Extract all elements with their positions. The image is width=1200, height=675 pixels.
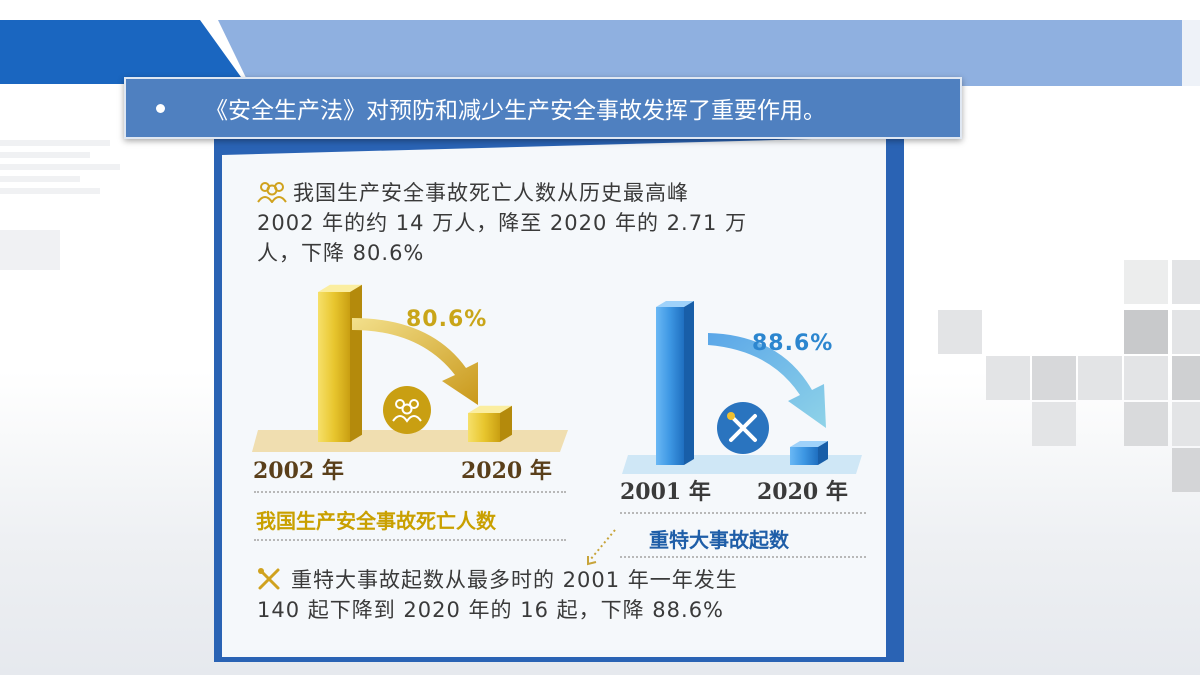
chart-bar-side-1 [350, 284, 362, 442]
people-icon [257, 182, 287, 203]
chart-b-caption: 重特大事故起数 [649, 528, 789, 552]
people-badge-icon [383, 386, 431, 434]
chart-bar-top-1 [318, 284, 362, 292]
intro-paragraph: 我国生产安全事故死亡人数从历史最高峰 2002 年的约 14 万人，降至 202… [257, 178, 877, 268]
chart-a-caption: 我国生产安全事故死亡人数 [256, 509, 496, 533]
chart-bar-side-1 [684, 301, 694, 465]
tools-icon [258, 568, 280, 590]
chart-a-year-end: 2020 年 [461, 458, 552, 484]
divider [620, 556, 866, 558]
divider [620, 512, 866, 514]
header-band-edge [1182, 20, 1200, 86]
chart-bar-1 [318, 292, 350, 442]
chart-a-percent: 80.6% [406, 307, 488, 332]
divider [254, 491, 566, 493]
chart-bar-side-2 [818, 440, 828, 465]
chart-bar-top-2 [790, 440, 828, 447]
divider [254, 539, 566, 541]
chart-bar-side-2 [500, 405, 512, 442]
intro-line: 人，下降 80.6% [257, 241, 425, 265]
chart-bar-1 [656, 307, 684, 465]
chart-bar-top-2 [468, 405, 512, 413]
intro-line: 2002 年的约 14 万人，降至 2020 年的 2.71 万 [257, 211, 748, 235]
chart-b-trend-arrow [708, 333, 826, 428]
outro-paragraph: 重特大事故起数从最多时的 2001 年一年发生 140 起下降到 2020 年的… [257, 565, 877, 625]
intro-line: 我国生产安全事故死亡人数从历史最高峰 [257, 178, 877, 208]
chart-b-percent: 88.6% [752, 331, 834, 356]
chart-bar-2 [468, 412, 500, 442]
chart-a-year-start: 2002 年 [253, 458, 344, 484]
connector-line [589, 529, 616, 561]
banner-text: 《安全生产法》对预防和减少生产安全事故发挥了重要作用。 [205, 98, 826, 124]
bullet-banner: 《安全生产法》对预防和减少生产安全事故发挥了重要作用。 [124, 77, 962, 139]
tools-badge-icon [717, 402, 769, 454]
chart-b-bars [656, 301, 828, 465]
outro-line: 重特大事故起数从最多时的 2001 年一年发生 [257, 565, 877, 595]
outro-line: 140 起下降到 2020 年的 16 起，下降 88.6% [257, 598, 725, 622]
chart-b-year-end: 2020 年 [757, 479, 848, 505]
chart-a-trend-arrow [352, 318, 478, 405]
header-band [218, 20, 1182, 86]
chart-bar-2 [790, 446, 818, 465]
connector-arrowhead [587, 556, 597, 566]
header-accent-bar [0, 20, 246, 84]
bullet-dot [156, 103, 165, 113]
chart-b-year-start: 2001 年 [620, 479, 711, 505]
chart-bar-top-1 [656, 301, 694, 307]
